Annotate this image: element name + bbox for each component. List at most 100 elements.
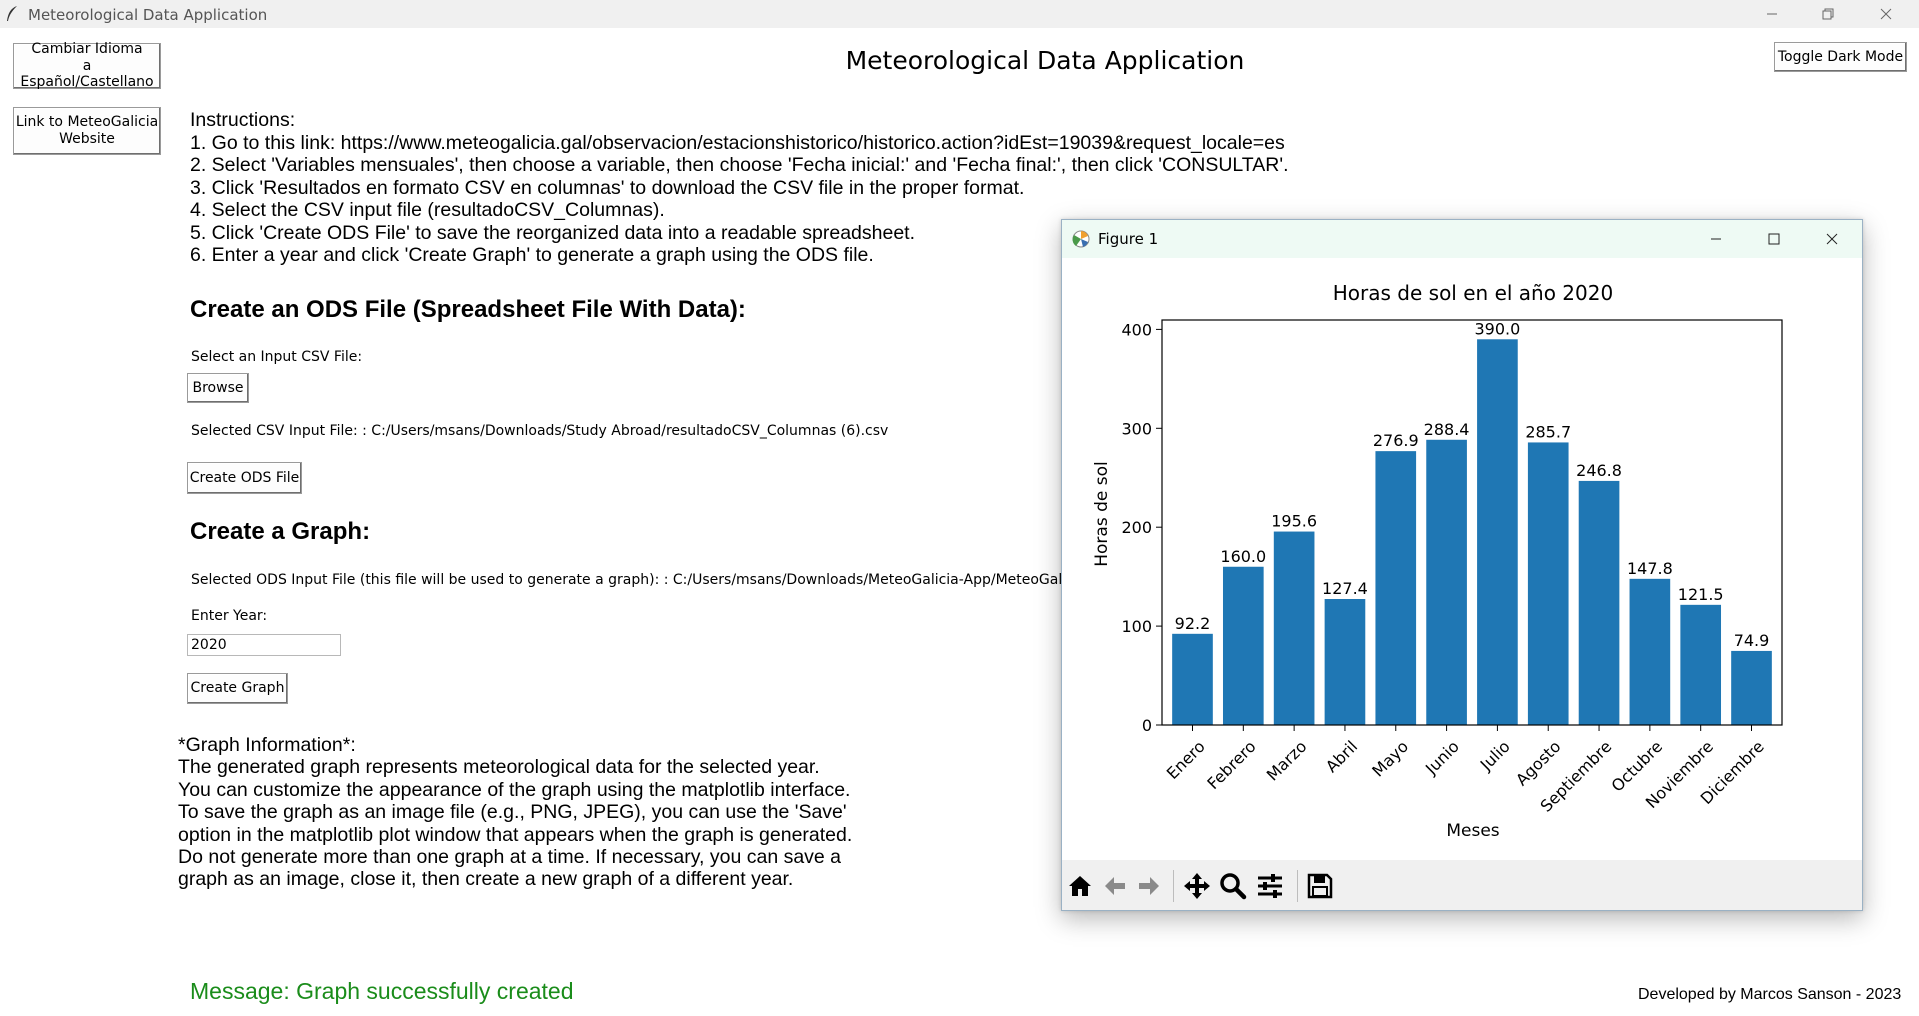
select-csv-label: Select an Input CSV File: [191,349,363,365]
selected-ods-path: Selected ODS Input File (this file will … [191,572,1110,588]
restore-button[interactable] [1800,0,1856,28]
bar-value-label: 74.9 [1734,631,1770,650]
toolbar-separator [1173,870,1174,902]
minimize-icon [1767,13,1777,15]
x-tick-label: Abril [1322,737,1361,776]
instruction-step: 4. Select the CSV input file (resultadoC… [190,199,665,221]
bar-value-label: 276.9 [1373,431,1419,450]
bar-septiembre [1578,480,1620,725]
x-tick-label: Marzo [1263,737,1311,785]
enter-year-label: Enter Year: [191,608,268,624]
bar-mayo [1375,451,1417,725]
instructions: Instructions: 1. Go to this link: https:… [190,109,1289,267]
back-icon[interactable] [1101,872,1129,900]
bar-noviembre [1680,604,1722,725]
bar-agosto [1527,442,1569,725]
graph-information: *Graph Information*: The generated graph… [178,734,852,891]
instruction-step: 2. Select 'Variables mensuales', then ch… [190,154,1289,176]
bar-febrero [1222,566,1264,725]
feather-icon [7,6,17,21]
zoom-icon[interactable] [1219,872,1247,900]
bar-value-label: 147.8 [1627,559,1673,578]
graph-section-heading: Create a Graph: [190,518,371,545]
graph-info-line: graph as an image, close it, then create… [178,868,794,891]
y-tick-label: 300 [1121,419,1152,438]
x-tick-label: Julio [1476,737,1514,775]
close-button[interactable] [1858,0,1914,28]
graph-info-line: To save the graph as an image file (e.g.… [178,801,847,824]
bar-value-label: 92.2 [1175,614,1211,633]
page-title: Meteorological Data Application [845,46,1245,75]
graph-info-line: The generated graph represents meteorolo… [178,756,820,779]
bar-marzo [1273,531,1315,725]
x-tick-label: Junio [1421,737,1463,779]
toolbar-separator [1297,870,1298,902]
instructions-heading: Instructions: [190,109,296,131]
change-language-button[interactable]: Cambiar Idioma a Español/Castellano [13,41,161,90]
browse-button[interactable]: Browse [187,373,249,403]
bar-julio [1477,339,1518,725]
graph-info-heading: *Graph Information*: [178,734,356,756]
window-titlebar: Meteorological Data Application [0,0,1919,28]
bar-value-label: 121.5 [1678,585,1724,604]
ods-section-heading: Create an ODS File (Spreadsheet File Wit… [190,296,746,323]
pan-icon[interactable] [1183,872,1211,900]
x-tick-label: Enero [1163,737,1209,783]
y-axis-label: Horas de sol [1092,461,1112,567]
maximize-icon [1768,233,1780,245]
close-icon [1880,8,1892,20]
y-tick-label: 100 [1121,617,1152,636]
bar-value-label: 285.7 [1525,422,1571,441]
configure-subplots-icon[interactable] [1256,872,1284,900]
graph-info-line: Do not generate more than one graph at a… [178,846,842,869]
status-message: Message: Graph successfully created [190,978,574,1004]
create-graph-button[interactable]: Create Graph [187,673,288,704]
year-input[interactable] [187,634,341,656]
restore-icon [1822,8,1834,20]
save-icon[interactable] [1306,872,1334,900]
instruction-step: 5. Click 'Create ODS File' to save the r… [190,221,916,244]
bar-value-label: 288.4 [1424,420,1470,439]
figure-titlebar[interactable]: Figure 1 [1062,220,1862,258]
x-tick-label: Febrero [1203,737,1259,793]
instruction-step: 1. Go to this link: https://www.meteogal… [190,131,1285,154]
figure-close-button[interactable] [1803,220,1861,258]
bar-chart[interactable]: Horas de sol en el año 2020 Horas de sol… [1062,258,1862,860]
bar-value-label: 195.6 [1271,512,1317,531]
bar-value-label: 390.0 [1475,319,1521,338]
toggle-dark-mode-button[interactable]: Toggle Dark Mode [1774,42,1907,72]
bar-value-label: 246.8 [1576,461,1622,480]
instruction-step: 3. Click 'Resultados en formato CSV en c… [190,176,1025,199]
developer-credit: Developed by Marcos Sanson - 2023 [1638,986,1902,1003]
create-ods-button[interactable]: Create ODS File [187,462,302,494]
matplotlib-icon [1072,230,1090,248]
bar-junio [1426,439,1467,725]
plot-frame [1161,319,1783,726]
window-title: Meteorological Data Application [28,6,268,24]
minimize-icon [1711,238,1721,240]
graph-info-line: option in the matplotlib plot window tha… [178,823,853,846]
figure-maximize-button[interactable] [1745,220,1803,258]
y-tick-label: 400 [1121,320,1152,339]
graph-info-line: You can customize the appearance of the … [178,778,851,801]
selected-csv-path: Selected CSV Input File: : C:/Users/msan… [191,423,889,439]
bar-enero [1172,633,1213,725]
y-tick-label: 0 [1142,716,1152,735]
meteogalicia-link-button[interactable]: Link to MeteoGalicia Website [13,107,161,155]
bar-value-label: 160.0 [1220,547,1266,566]
figure-window[interactable]: Figure 1 Horas de sol en el año 2020 Hor… [1061,219,1863,911]
bar-diciembre [1731,650,1772,725]
forward-icon[interactable] [1135,872,1163,900]
figure-toolbar [1062,860,1862,910]
x-tick-label: Mayo [1368,737,1412,781]
chart-title: Horas de sol en el año 2020 [1333,281,1613,305]
bar-abril [1324,599,1366,725]
minimize-button[interactable] [1744,0,1800,28]
figure-minimize-button[interactable] [1687,220,1745,258]
y-tick-label: 200 [1121,518,1152,537]
bar-value-label: 127.4 [1322,579,1368,598]
x-axis-label: Meses [1446,821,1499,841]
bar-octubre [1629,578,1671,725]
home-icon[interactable] [1066,872,1094,900]
close-icon [1826,233,1838,245]
